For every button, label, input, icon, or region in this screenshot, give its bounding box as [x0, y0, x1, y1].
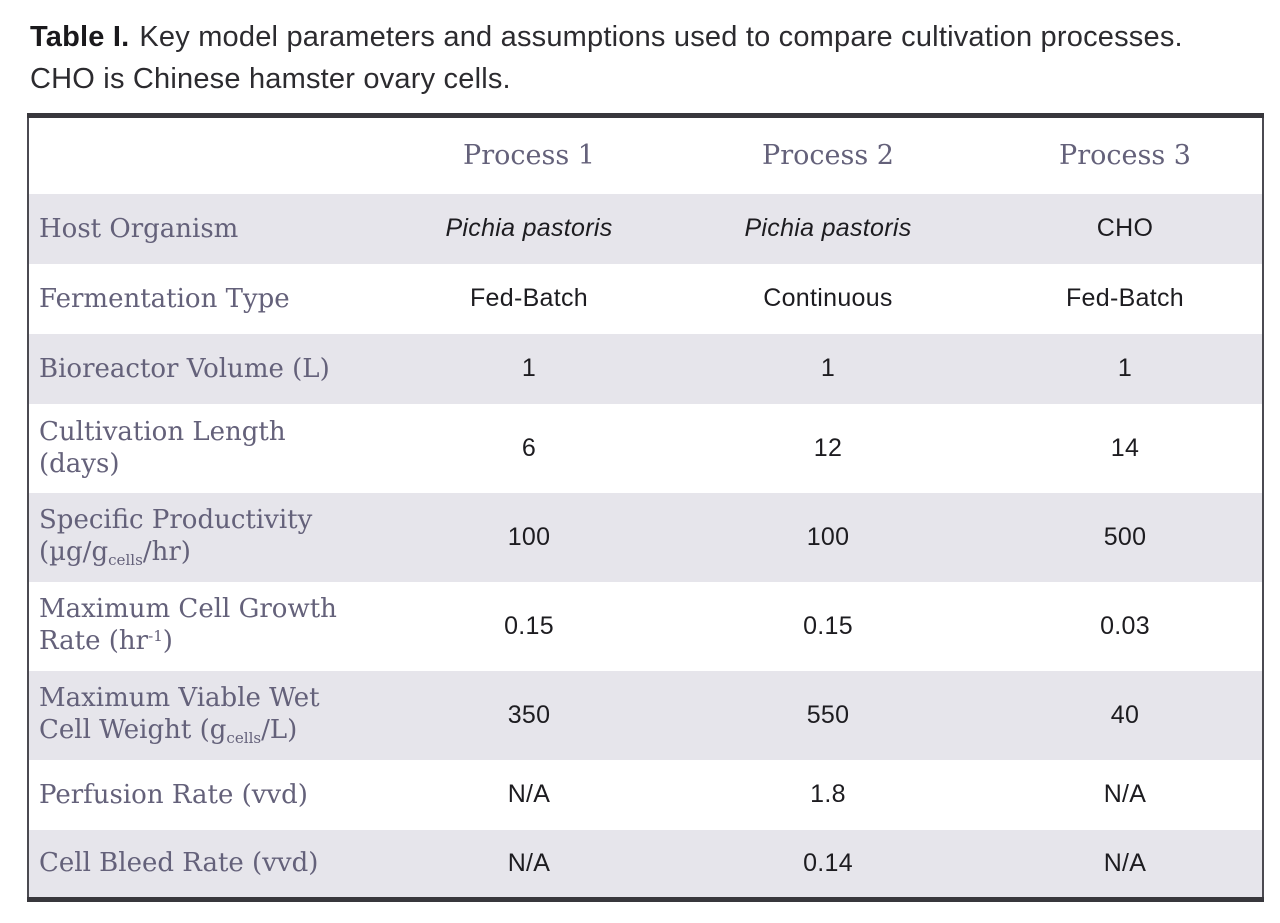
- cell: 0.15: [504, 611, 554, 640]
- cell: 550: [806, 700, 850, 729]
- cell: Fed-Batch: [1065, 284, 1185, 312]
- column-header: Process 1: [390, 115, 668, 194]
- cell: N/A: [1103, 848, 1147, 877]
- table-caption: Table I. Key model parameters and assumpt…: [0, 0, 1240, 100]
- cell: 14: [1110, 433, 1140, 462]
- table-row: Bioreactor Volume (L) 1 1 1: [28, 333, 1263, 404]
- caption-label: Table I.: [30, 21, 130, 53]
- table-row: Host Organism Pichia pastoris Pichia pasto…: [28, 193, 1263, 264]
- table-row: Maximum Viable Wet Cell Weight (gcells/L)…: [28, 670, 1263, 760]
- cell: 100: [806, 522, 850, 551]
- table-body: Host Organism Pichia pastoris Pichia pasto…: [28, 193, 1263, 900]
- column-header: Process 3: [988, 115, 1263, 194]
- row-label: Maximum Viable Wet Cell Weight (gcells/L): [39, 682, 320, 747]
- cell: 1: [820, 354, 836, 382]
- table-row: Fermentation Type Fed-Batch Continuous Fed-…: [28, 264, 1263, 334]
- cell: 0.15: [803, 611, 853, 640]
- cell: N/A: [507, 848, 551, 877]
- corner-cell: [28, 115, 390, 194]
- parameters-table-wrap: Process 1 Process 2 Process 3 Host Organis…: [27, 113, 1264, 902]
- cell: 500: [1103, 522, 1147, 551]
- cell: Continuous: [763, 284, 893, 312]
- row-label: Maximum Cell Growth Rate (hr-1): [39, 593, 337, 656]
- cell: CHO: [1096, 214, 1154, 242]
- cell: 6: [521, 433, 537, 462]
- table-row: Cell Bleed Rate (vvd) N/A 0.14 N/A: [28, 829, 1263, 900]
- caption-text: Key model parameters and assumptions use…: [30, 21, 1183, 95]
- table-row: Maximum Cell Growth Rate (hr-1) 0.15 0.15 0.…: [28, 582, 1263, 671]
- row-label: Host Organism: [39, 213, 239, 244]
- cell: 350: [507, 700, 551, 729]
- row-label: Specific Productivity (µg/gcells/hr): [39, 504, 313, 569]
- header-row: Process 1 Process 2 Process 3: [28, 115, 1263, 194]
- row-label: Perfusion Rate (vvd): [39, 779, 308, 810]
- table-row: Specific Productivity (µg/gcells/hr) 100 10…: [28, 492, 1263, 582]
- cell: 12: [813, 433, 843, 462]
- cell: Fed-Batch: [469, 284, 589, 312]
- cell: 1.8: [810, 780, 846, 808]
- row-label: Fermentation Type: [39, 283, 290, 314]
- cell: 0.03: [1100, 611, 1150, 640]
- table-row: Cultivation Length (days) 6 12 14: [28, 404, 1263, 493]
- cell: 40: [1110, 700, 1140, 729]
- row-label: Cultivation Length (days): [39, 417, 286, 479]
- cell: 0.14: [803, 848, 853, 877]
- parameters-table: Process 1 Process 2 Process 3 Host Organis…: [27, 113, 1264, 902]
- row-label: Bioreactor Volume (L): [39, 353, 330, 384]
- table-row: Perfusion Rate (vvd) N/A 1.8 N/A: [28, 760, 1263, 830]
- cell: N/A: [1103, 780, 1147, 808]
- cell: Pichia pastoris: [744, 214, 912, 242]
- cell: 1: [521, 354, 537, 382]
- row-label: Cell Bleed Rate (vvd): [39, 848, 319, 879]
- cell: Pichia pastoris: [445, 214, 613, 242]
- cell: 100: [507, 522, 551, 551]
- cell: N/A: [507, 780, 551, 808]
- column-header: Process 2: [668, 115, 988, 194]
- cell: 1: [1117, 354, 1133, 382]
